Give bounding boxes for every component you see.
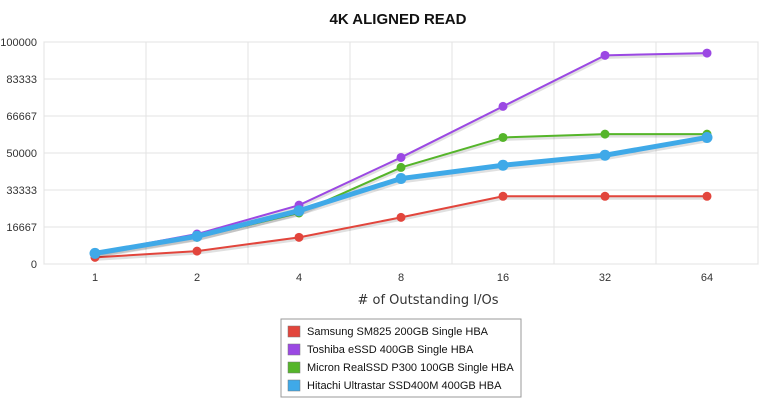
legend-label: Toshiba eSSD 400GB Single HBA <box>307 344 474 356</box>
x-tick-label: 8 <box>398 272 404 284</box>
y-tick-label: 66667 <box>6 111 37 123</box>
data-point <box>497 159 509 171</box>
data-point <box>396 212 406 222</box>
legend-box <box>280 318 522 398</box>
y-tick-label: 100000 <box>0 37 37 49</box>
y-tick-label: 16667 <box>6 222 37 234</box>
data-point <box>192 246 202 256</box>
data-point <box>294 232 304 242</box>
data-point <box>600 129 610 139</box>
series-4 <box>89 131 713 259</box>
x-axis-ticks: 1 2 4 8 16 32 64 <box>92 272 713 284</box>
y-tick-label: 0 <box>31 259 37 271</box>
data-point <box>293 205 305 217</box>
data-point <box>600 50 610 60</box>
data-point <box>702 191 712 201</box>
x-tick-label: 64 <box>701 272 713 284</box>
legend-swatch <box>287 361 301 374</box>
data-point <box>701 131 713 143</box>
data-point <box>396 152 406 162</box>
data-point <box>599 149 611 161</box>
data-point <box>600 191 610 201</box>
x-tick-label: 4 <box>296 272 302 284</box>
data-point <box>498 132 508 142</box>
x-axis-label: # of Outstanding I/Os <box>357 293 498 308</box>
legend-swatch <box>287 379 301 392</box>
data-point <box>702 48 712 58</box>
x-tick-label: 2 <box>194 272 200 284</box>
data-point <box>191 230 203 242</box>
legend-swatch <box>287 343 301 356</box>
x-tick-label: 1 <box>92 272 98 284</box>
legend-label: Hitachi Ultrastar SSD400M 400GB HBA <box>307 380 502 392</box>
y-tick-label: 33333 <box>6 185 37 197</box>
data-point <box>498 191 508 201</box>
y-tick-label: 83333 <box>6 74 37 86</box>
x-tick-label: 32 <box>599 272 611 284</box>
data-point <box>89 247 101 259</box>
legend-label: Samsung SM825 200GB Single HBA <box>307 326 489 338</box>
y-tick-label: 50000 <box>6 148 37 160</box>
series-line-shadow <box>94 196 707 261</box>
legend: Samsung SM825 200GB Single HBA Toshiba eS… <box>280 318 522 398</box>
chart-title: 4K ALIGNED READ <box>330 11 467 28</box>
x-tick-label: 16 <box>497 272 509 284</box>
series-1 <box>90 191 712 262</box>
legend-label: Micron RealSSD P300 100GB Single HBA <box>307 362 514 374</box>
series-group <box>89 48 713 262</box>
data-point <box>395 173 407 185</box>
legend-swatch <box>287 325 301 338</box>
data-point <box>498 101 508 111</box>
data-point <box>396 162 406 172</box>
y-axis-ticks: 0 16667 33333 50000 66667 83333 100000 <box>0 37 37 271</box>
